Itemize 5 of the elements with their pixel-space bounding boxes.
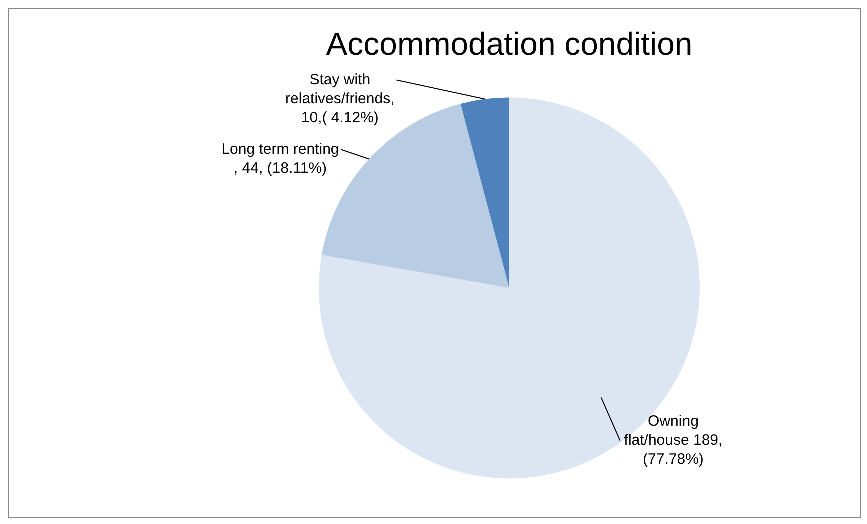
slice-label: Stay with relatives/friends, 10,( 4.12%) [286, 71, 395, 126]
slice-label: Owning flat/house 189, (77.78%) [624, 412, 723, 468]
chart-title: Accommodation condition [326, 26, 693, 62]
slice-label: Long term renting [222, 140, 340, 158]
data-label: , 44, (18.11%) [234, 160, 328, 177]
